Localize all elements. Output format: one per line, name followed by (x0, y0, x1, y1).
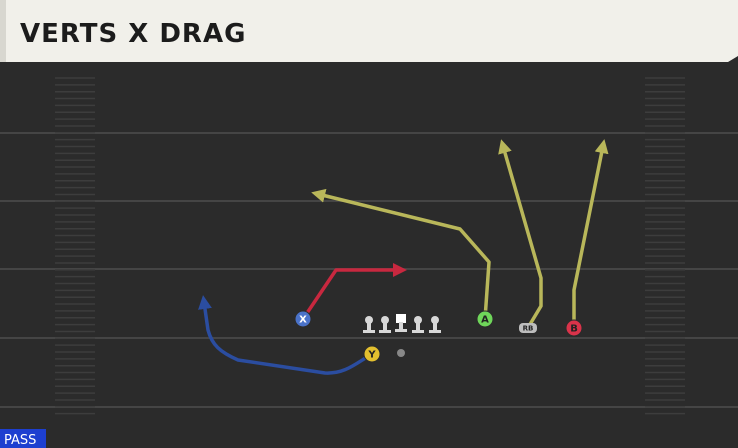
offensive-line (363, 314, 441, 333)
player-label: RB (523, 325, 534, 333)
route (198, 295, 374, 375)
hash-marks (55, 77, 685, 415)
player: X (294, 310, 312, 328)
route (498, 139, 543, 328)
player: RB (519, 323, 537, 333)
header-edge (0, 0, 6, 62)
play-type-badge (0, 429, 46, 448)
ball (397, 349, 405, 357)
play-type: PASS (4, 433, 36, 448)
player-label: X (299, 315, 307, 326)
player: Y (363, 345, 381, 363)
player: A (476, 310, 494, 328)
play-title: VERTS X DRAG (20, 19, 246, 49)
route (572, 139, 609, 324)
route (301, 263, 407, 321)
player-label: B (570, 324, 578, 335)
routes (198, 139, 609, 375)
player-label: Y (367, 350, 376, 361)
player-label: A (481, 315, 489, 326)
route (311, 188, 491, 321)
player: B (565, 319, 583, 337)
field (0, 60, 738, 448)
header-bar (0, 0, 738, 62)
